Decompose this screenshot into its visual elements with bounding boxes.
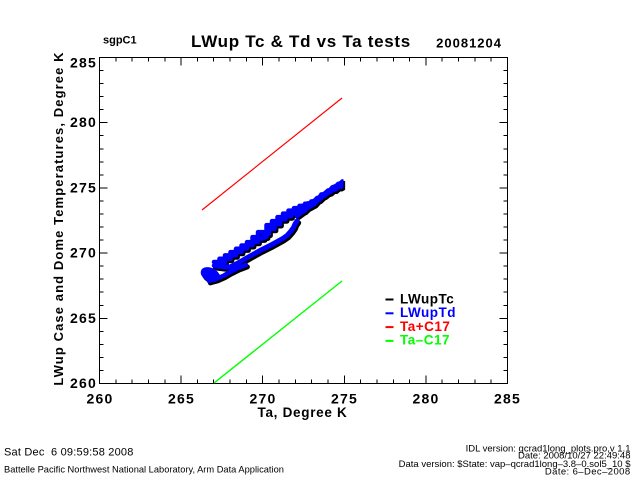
svg-text:Ta, Degree K: Ta, Degree K <box>258 405 348 420</box>
svg-text:280: 280 <box>70 114 97 130</box>
svg-text:sgpC1: sgpC1 <box>103 35 137 47</box>
svg-text:280: 280 <box>413 391 440 407</box>
svg-text:20081204: 20081204 <box>436 36 502 51</box>
svg-text:LWup Case and Dome Temperature: LWup Case and Dome Temperatures, Degree … <box>51 51 66 385</box>
svg-text:LWupTd: LWupTd <box>400 305 456 320</box>
svg-text:270: 270 <box>250 391 277 407</box>
svg-text:285: 285 <box>70 55 97 71</box>
svg-text:Ta+C17: Ta+C17 <box>400 319 450 334</box>
svg-text:265: 265 <box>168 391 195 407</box>
svg-text:LWupTc: LWupTc <box>400 291 454 306</box>
svg-text:Ta–C17: Ta–C17 <box>400 333 450 348</box>
svg-text:IDL version: qcrad1long_plots.: IDL version: qcrad1long_plots.pro,v 1.1 <box>466 444 631 455</box>
svg-text:275: 275 <box>70 179 97 195</box>
svg-text:Data version: $State: vap–qcra: Data version: $State: vap–qcrad1long–3.8… <box>399 459 632 470</box>
svg-text:270: 270 <box>70 245 97 261</box>
svg-text:265: 265 <box>70 310 97 326</box>
svg-text:Sat Dec 6 09:59:58 2008: Sat Dec 6 09:59:58 2008 <box>4 447 134 459</box>
svg-text:285: 285 <box>494 391 521 407</box>
svg-text:Battelle Pacific Northwest Nat: Battelle Pacific Northwest National Labo… <box>4 465 284 475</box>
svg-text:Date: 6–Dec–2008: Date: 6–Dec–2008 <box>545 467 631 478</box>
svg-text:Date: 2008/10/27 22:49:48: Date: 2008/10/27 22:49:48 <box>518 451 631 462</box>
svg-text:LWup Tc & Td vs Ta tests: LWup Tc & Td vs Ta tests <box>191 32 411 51</box>
svg-text:260: 260 <box>87 391 114 407</box>
svg-text:275: 275 <box>331 391 358 407</box>
svg-text:260: 260 <box>70 375 97 391</box>
